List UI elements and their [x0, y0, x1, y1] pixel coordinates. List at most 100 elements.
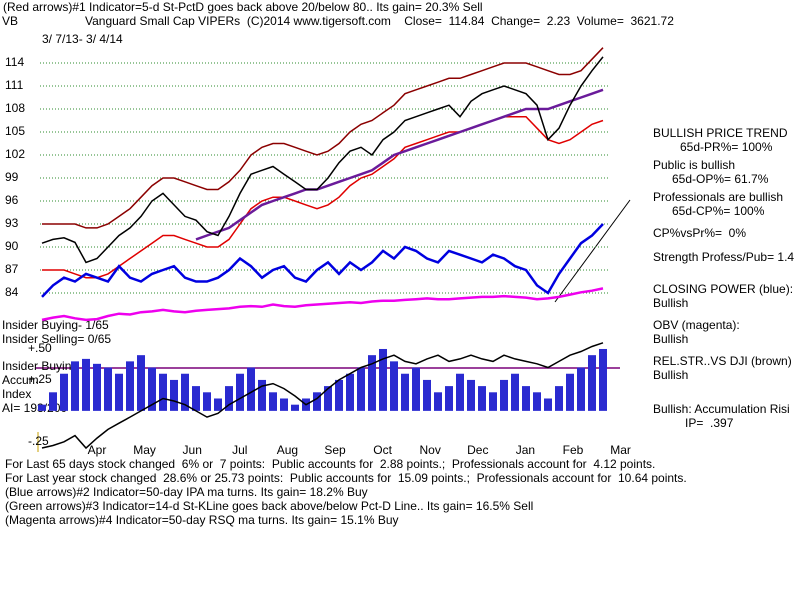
accum-bar — [38, 404, 46, 411]
accum-bar — [566, 373, 574, 411]
accum-bar — [82, 358, 90, 411]
accum-bar — [555, 386, 563, 411]
x-tick-label: Nov — [420, 443, 441, 457]
side-note: 65d-CP%= 100% — [672, 204, 765, 218]
x-tick-label: May — [133, 443, 156, 457]
x-tick-label: Aug — [277, 443, 298, 457]
accum-bar — [456, 373, 464, 411]
accum-bar — [489, 392, 497, 411]
insider-note: Insider Selling= 0/65 — [2, 332, 111, 346]
accum-bar — [599, 348, 607, 411]
series-line — [41, 287, 604, 322]
accum-bar — [577, 367, 585, 411]
x-tick-label: Sep — [324, 443, 346, 457]
y-tick-label: +.50 — [28, 341, 52, 355]
accum-bar — [346, 373, 354, 411]
accum-bar — [214, 398, 222, 411]
footer-note: (Green arrows)#3 Indicator=14-d St-KLine… — [5, 499, 533, 513]
side-note: Bullish — [653, 296, 688, 310]
accum-bar — [588, 355, 596, 411]
series-line — [42, 115, 604, 279]
accum-bar — [401, 373, 409, 411]
side-note: OBV (magenta): — [653, 318, 740, 332]
accum-bar — [533, 392, 541, 411]
footer-note: For Last 65 days stock changed 6% or 7 p… — [5, 457, 655, 471]
accum-bar — [170, 379, 178, 411]
accum-bar — [434, 392, 442, 411]
y-tick-label: 108 — [5, 101, 25, 115]
x-tick-label: Dec — [467, 443, 488, 457]
y-tick-label: -.25 — [28, 434, 49, 448]
x-tick-label: Jan — [516, 443, 535, 457]
insider-note: Accum — [2, 373, 39, 387]
accum-bar — [269, 392, 277, 411]
accum-bar — [291, 404, 299, 411]
y-tick-label: 114 — [5, 55, 24, 69]
insider-note: Index — [2, 387, 31, 401]
y-tick-label: 93 — [5, 216, 19, 230]
side-note: REL.STR..VS DJI (brown) — [653, 354, 792, 368]
x-tick-label: Jul — [232, 443, 247, 457]
y-tick-label: 105 — [5, 124, 25, 138]
accum-bar — [258, 379, 266, 411]
x-tick-label: Jun — [183, 443, 202, 457]
y-tick-label: 90 — [5, 239, 19, 253]
accum-bar — [203, 392, 211, 411]
y-tick-label: 99 — [5, 170, 19, 184]
date-range: 3/ 7/13- 3/ 4/14 — [42, 32, 123, 46]
trend-line — [554, 199, 631, 303]
accum-bar — [412, 367, 420, 411]
x-tick-label: Oct — [373, 443, 392, 457]
accum-bar — [368, 355, 376, 411]
accum-bar — [478, 386, 486, 411]
accum-bar — [225, 386, 233, 411]
series-line — [42, 47, 604, 229]
y-tick-label: 96 — [5, 193, 19, 207]
accum-bar — [390, 361, 398, 411]
side-note: CLOSING POWER (blue): — [653, 282, 793, 296]
x-tick-label: Feb — [563, 443, 584, 457]
footer-note: For Last year stock changed 28.6% or 25.… — [5, 471, 687, 485]
y-tick-label: 102 — [5, 147, 25, 161]
side-note: Bullish: Accumulation Risi — [653, 402, 790, 416]
y-tick-label: 84 — [5, 285, 19, 299]
description: Vanguard Small Cap VIPERs (C)2014 www.ti… — [85, 14, 674, 28]
side-note: Professionals are bullish — [653, 190, 783, 204]
series-line — [195, 88, 604, 241]
accum-bar — [467, 379, 475, 411]
y-tick-label: 111 — [5, 78, 24, 92]
accum-bar — [93, 363, 101, 411]
accum-bar — [159, 373, 167, 411]
side-note: IP= .397 — [685, 416, 734, 430]
accum-bar — [500, 379, 508, 411]
accum-bar — [280, 398, 288, 411]
accum-bar — [357, 367, 365, 411]
insider-note: Insider Buying — [2, 359, 78, 373]
accum-bar — [137, 355, 145, 411]
side-note: Bullish — [653, 332, 688, 346]
side-note: Strength Profess/Pub= 1.4 — [653, 250, 794, 264]
side-note: BULLISH PRICE TREND — [653, 126, 788, 140]
accum-bar — [126, 361, 134, 411]
footer-note: (Blue arrows)#2 Indicator=50-day IPA ma … — [5, 485, 368, 499]
accum-bar — [511, 373, 519, 411]
accum-bar — [379, 348, 387, 411]
series-line — [41, 342, 604, 450]
y-tick-label: 87 — [5, 262, 19, 276]
series-line — [41, 223, 604, 298]
accum-bar — [49, 392, 57, 411]
accum-bar — [423, 379, 431, 411]
accum-bar — [544, 398, 552, 411]
accum-bar — [313, 392, 321, 411]
side-note: 65d-PR%= 100% — [680, 140, 773, 154]
accum-bar — [192, 386, 200, 411]
symbol: VB — [2, 14, 18, 28]
signal-title: (Red arrows)#1 Indicator=5-d St-PctD goe… — [3, 0, 483, 14]
accum-bar — [247, 367, 255, 411]
side-note: Bullish — [653, 368, 688, 382]
side-note: Public is bullish — [653, 158, 735, 172]
accum-bar — [335, 379, 343, 411]
accum-bar — [71, 361, 79, 411]
accum-bar — [324, 386, 332, 411]
